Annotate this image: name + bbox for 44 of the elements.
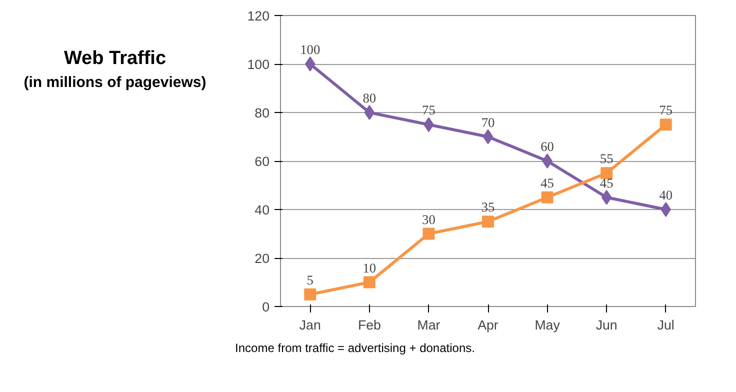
x-tick-label: Jun	[596, 318, 618, 332]
data-label: 70	[481, 114, 495, 130]
text: Web Traffic	[62, 47, 168, 71]
point	[600, 167, 613, 180]
x-tick-label: Jul	[657, 318, 674, 332]
data-label: 35	[481, 200, 495, 215]
point	[660, 118, 672, 131]
data-label: 45	[600, 175, 614, 190]
data-label: 80	[362, 90, 376, 106]
data-label: 10	[362, 260, 376, 276]
point	[363, 276, 376, 288]
data-label: 75	[422, 102, 436, 118]
y-tick-label: 100	[247, 57, 270, 72]
x-tick-label: Jan	[299, 318, 321, 332]
data-label: 30	[422, 212, 436, 227]
data-label: 75	[659, 102, 673, 118]
y-tick-label: 40	[254, 202, 270, 218]
data-label: 60	[540, 139, 554, 154]
text: (in millions of pageviews)	[22, 73, 208, 94]
point	[542, 154, 552, 168]
data-label: 100	[300, 42, 320, 57]
y-tick-label: 60	[254, 154, 270, 169]
point	[304, 288, 316, 300]
point	[364, 105, 375, 120]
point	[304, 56, 316, 72]
y-tick-label: 120	[247, 8, 270, 24]
data-label: 55	[600, 151, 614, 166]
x-tick-label: Mar	[417, 318, 441, 332]
point	[422, 228, 435, 240]
point	[482, 129, 494, 144]
data-label: 45	[540, 175, 554, 190]
text: Income from traffic = advertising + donations.	[234, 340, 476, 357]
point	[482, 216, 494, 228]
point	[660, 202, 672, 217]
y-tick-label: 20	[254, 251, 270, 266]
y-tick-label: 0	[262, 300, 270, 314]
point	[541, 191, 554, 204]
x-tick-label: Apr	[478, 318, 499, 332]
data-label: 40	[659, 188, 673, 202]
data-label: 5	[306, 272, 314, 288]
x-tick-label: May	[534, 318, 560, 332]
point	[601, 190, 612, 205]
x-tick-label: Feb	[358, 318, 381, 332]
y-tick-label: 80	[254, 106, 270, 120]
